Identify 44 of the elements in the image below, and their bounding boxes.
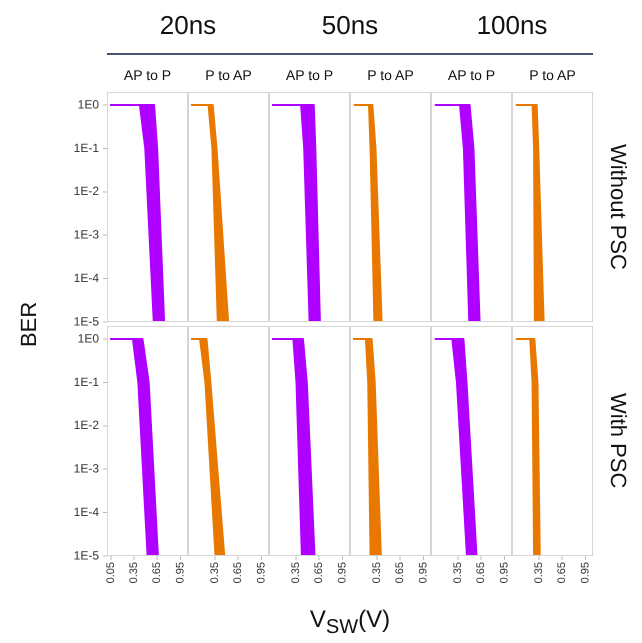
chart-subtitle: P to AP bbox=[528, 67, 577, 83]
x-tick-label: 0.95 bbox=[336, 562, 348, 584]
y-tick-label: 1E-4 bbox=[74, 270, 100, 285]
y-tick-label: 1E-3 bbox=[74, 228, 100, 242]
y-tick-label: 1E-4 bbox=[74, 504, 100, 519]
x-tick-label: 0.05 bbox=[104, 562, 117, 584]
y-tick-label: 1E-1 bbox=[74, 374, 100, 389]
x-tick-label: 0.65 bbox=[556, 562, 568, 584]
y-tick-label: 1E0 bbox=[78, 331, 100, 346]
y-axis-title: BER bbox=[15, 300, 42, 349]
y2-axis-title: With PSC bbox=[605, 392, 632, 491]
y-tick-label: 1E-5 bbox=[74, 548, 100, 562]
y-tick-label: 1E-2 bbox=[74, 418, 100, 432]
y-tick-label: 1E-5 bbox=[74, 314, 100, 328]
x-tick-label: 0.95 bbox=[579, 562, 592, 584]
x-tick-label: 0.35 bbox=[209, 562, 222, 584]
x-tick-label: 0.65 bbox=[475, 562, 488, 584]
x-tick-label: 0.95 bbox=[174, 562, 186, 584]
x-tick-label: 0.35 bbox=[128, 562, 140, 584]
x-tick-label: 0.35 bbox=[371, 562, 384, 584]
chart-subtitle: P to AP bbox=[366, 67, 415, 83]
y-tick-label: 1E-1 bbox=[74, 140, 100, 155]
chart-subtitle: AP to P bbox=[446, 67, 496, 83]
x-tick-label: 0.95 bbox=[498, 562, 510, 584]
x-tick-label: 0.35 bbox=[533, 562, 546, 584]
chart-title: 20ns bbox=[158, 10, 218, 41]
x-tick-label: 0.65 bbox=[151, 562, 164, 584]
chart-title: 100ns bbox=[476, 10, 548, 41]
x-tick-label: 0.65 bbox=[232, 562, 244, 584]
x-tick-label: 0.65 bbox=[313, 562, 326, 584]
chart-subtitle: P to AP bbox=[204, 67, 253, 83]
y-tick-label: 1E-3 bbox=[74, 462, 100, 476]
y2-axis-title: Without PSC bbox=[605, 143, 632, 272]
x-tick-label: 0.35 bbox=[290, 562, 302, 584]
x-tick-label: 0.95 bbox=[417, 562, 430, 584]
x-axis-title: V$_{SW}$(V) bbox=[308, 606, 392, 639]
y-tick-label: 1E0 bbox=[78, 97, 100, 112]
chart-title: 50ns bbox=[320, 10, 380, 41]
y-tick-label: 1E-2 bbox=[74, 184, 100, 198]
chart-subtitle: AP to P bbox=[122, 67, 172, 83]
x-tick-label: 0.95 bbox=[255, 562, 268, 584]
x-tick-label: 0.65 bbox=[394, 562, 406, 584]
x-tick-label: 0.35 bbox=[452, 562, 464, 584]
chart-subtitle: AP to P bbox=[284, 67, 334, 83]
